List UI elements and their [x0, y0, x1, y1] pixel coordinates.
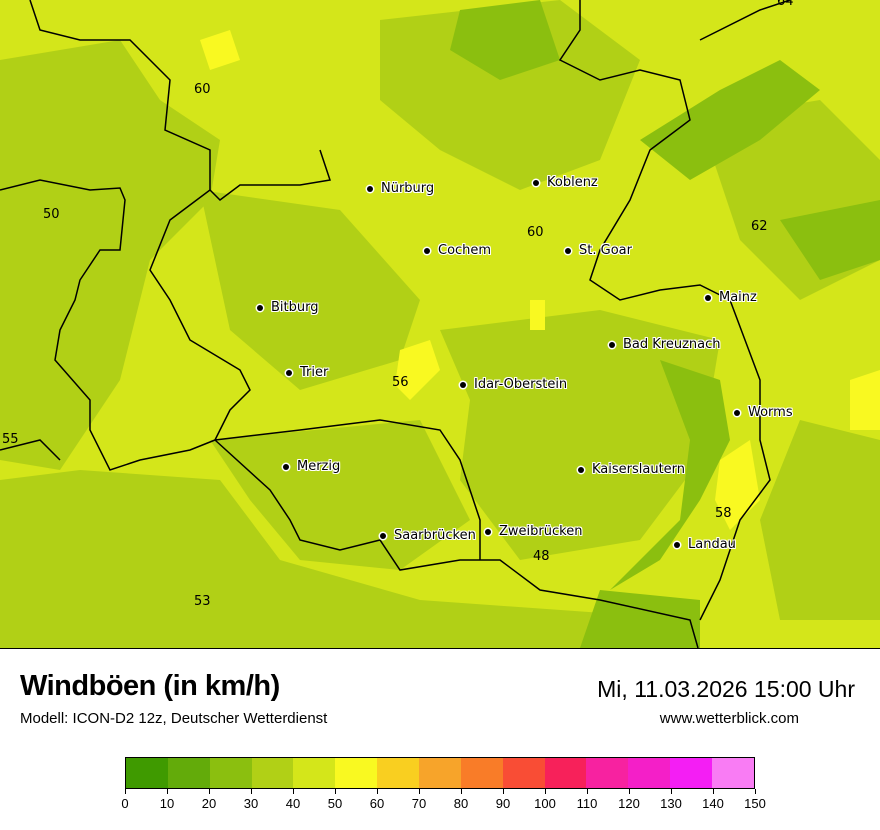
city-landau: Landau	[674, 537, 736, 552]
city-cochem: Cochem	[424, 243, 491, 258]
value-label: 56	[392, 375, 409, 390]
color-legend	[125, 757, 755, 789]
legend-swatch	[126, 758, 168, 788]
city-kaiserslautern: Kaiserslautern	[578, 462, 685, 477]
city-worms: Worms	[734, 405, 793, 420]
legend-ticks: 0 10 20 30 40 50 60 70 80 90 100 110 120 130 140 150	[121, 789, 766, 813]
city-dot-icon	[674, 541, 680, 548]
map-title: Windböen (in km/h)	[20, 670, 280, 702]
legend-swatch	[377, 758, 420, 788]
legend-swatch	[293, 758, 336, 788]
legend-swatch	[670, 758, 713, 788]
city-saarbruecken: Saarbrücken	[380, 528, 476, 543]
legend-tick	[209, 789, 210, 794]
legend-tick-label: 0	[121, 796, 129, 811]
city-idar-oberstein: Idar-Oberstein	[460, 377, 567, 392]
legend-tick-label: 150	[744, 796, 766, 811]
legend-tick-label: 80	[453, 796, 469, 811]
legend-swatch	[335, 758, 378, 788]
legend-tick-label: 60	[369, 796, 385, 811]
legend-swatch	[251, 758, 294, 788]
website-link[interactable]: www.wetterblick.com	[659, 710, 799, 727]
model-info: Modell: ICON-D2 12z, Deutscher Wetterdie…	[20, 710, 328, 727]
city-dot-icon	[705, 294, 711, 301]
legend-tick	[419, 789, 420, 794]
legend-swatch	[209, 758, 252, 788]
legend-tick	[335, 789, 336, 794]
value-label: 64	[777, 0, 794, 9]
legend-tick	[671, 789, 672, 794]
forecast-datetime: Mi, 11.03.2026 15:00 Uhr	[597, 676, 855, 702]
city-dot-icon	[565, 247, 571, 254]
city-dot-icon	[485, 528, 491, 535]
legend-tick-label: 70	[411, 796, 427, 811]
legend-tick	[545, 789, 546, 794]
gust-20-30-areas	[450, 0, 880, 648]
legend-tick	[251, 789, 252, 794]
value-label: 60	[194, 82, 211, 97]
legend-swatch	[544, 758, 587, 788]
city-dot-icon	[283, 463, 289, 470]
city-bitburg: Bitburg	[257, 300, 319, 315]
legend-tick-label: 100	[534, 796, 556, 811]
wind-gust-map: Nürburg Koblenz Cochem St. Goar Mainz Bi…	[0, 0, 880, 649]
legend-tick-label: 110	[576, 796, 598, 811]
legend-tick	[461, 789, 462, 794]
value-label: 48	[533, 549, 550, 564]
legend-tick-label: 140	[702, 796, 724, 811]
legend-swatch	[167, 758, 210, 788]
value-label: 55	[2, 432, 19, 447]
legend-tick	[293, 789, 294, 794]
legend-swatch	[586, 758, 629, 788]
city-dot-icon	[578, 466, 584, 473]
value-label: 50	[43, 207, 60, 222]
city-zweibruecken: Zweibrücken	[485, 524, 582, 539]
city-dot-icon	[286, 369, 292, 376]
value-label: 62	[751, 219, 768, 234]
city-merzig: Merzig	[283, 459, 340, 474]
legend-tick-label: 50	[327, 796, 343, 811]
legend-swatch	[460, 758, 503, 788]
legend-tick-label: 10	[159, 796, 175, 811]
city-nurburg: Nürburg	[367, 181, 434, 196]
legend-tick-label: 130	[660, 796, 682, 811]
city-dot-icon	[734, 409, 740, 416]
legend-swatch	[628, 758, 671, 788]
legend-tick-label: 90	[495, 796, 511, 811]
city-dot-icon	[367, 185, 373, 192]
legend-tick	[713, 789, 714, 794]
value-label: 58	[715, 506, 732, 521]
city-dot-icon	[609, 341, 615, 348]
legend-tick	[167, 789, 168, 794]
legend-swatch	[419, 758, 461, 788]
city-bad-kreuznach: Bad Kreuznach	[609, 337, 721, 352]
city-koblenz: Koblenz	[533, 175, 598, 190]
legend-tick	[503, 789, 504, 794]
city-dot-icon	[533, 179, 539, 186]
legend-tick	[755, 789, 756, 794]
legend-tick	[377, 789, 378, 794]
city-dot-icon	[257, 304, 263, 311]
legend-tick-label: 120	[618, 796, 640, 811]
legend-tick	[587, 789, 588, 794]
borders	[0, 0, 791, 649]
legend-tick	[629, 789, 630, 794]
legend-tick-label: 30	[243, 796, 259, 811]
city-mainz: Mainz	[705, 290, 757, 305]
value-label: 53	[194, 594, 211, 609]
map-field	[0, 0, 880, 649]
city-dot-icon	[424, 247, 430, 254]
city-st-goar: St. Goar	[565, 243, 632, 258]
city-dot-icon	[460, 381, 466, 388]
city-dot-icon	[380, 532, 386, 539]
city-trier: Trier	[286, 365, 328, 380]
legend-tick	[125, 789, 126, 794]
legend-tick-label: 40	[285, 796, 301, 811]
legend-tick-label: 20	[201, 796, 217, 811]
legend-swatch	[712, 758, 754, 788]
value-label: 60	[527, 225, 544, 240]
legend-swatch	[502, 758, 545, 788]
